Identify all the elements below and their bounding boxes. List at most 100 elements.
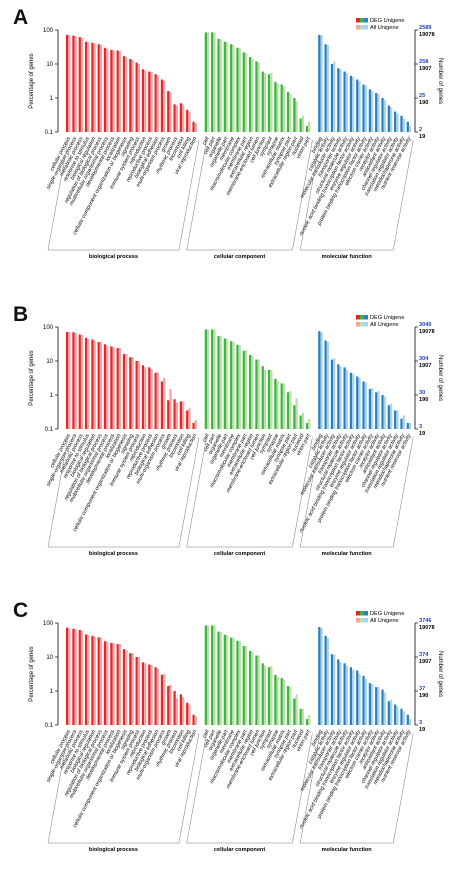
bar-deg [135,62,138,132]
bar-all [87,635,90,725]
bar-all [364,678,367,725]
right-tick-all: 1907 [419,659,431,665]
bar-deg [116,644,119,725]
bar-deg [129,59,132,132]
bar-deg [103,47,107,132]
bar-all [289,687,292,725]
bar-all [131,60,134,132]
bar-deg [167,91,170,132]
bar-all [125,650,128,725]
bar-all [320,628,323,725]
bar-deg [381,98,384,132]
bar-deg [192,423,195,429]
bar-deg [141,662,145,725]
right-tick-all: 19078 [419,32,435,38]
y-axis-right-label: Number of genes [437,58,443,104]
bar-deg [223,338,226,429]
bar-deg [103,641,107,725]
bar-all [225,339,229,429]
bar-all [301,115,305,132]
bar-deg [236,344,239,429]
right-tick-all: 19 [419,431,425,437]
bar-all [225,635,229,725]
bar-deg [261,663,264,725]
group-bracket [299,436,414,548]
bar-deg [324,44,327,133]
bar-all [308,418,311,429]
group-label: molecular function [322,551,373,557]
bar-deg [66,331,69,429]
bar-deg [280,84,283,132]
bar-deg [343,71,346,132]
bar-all [125,354,128,429]
bar-all [257,655,260,725]
bar-deg [110,49,113,132]
bar-all [213,32,216,132]
bar-deg [230,341,233,429]
bar-deg [160,381,164,429]
y-tick-label: 100 [43,28,54,34]
group-label: biological process [89,254,138,260]
right-tick-all: 19 [419,134,425,140]
bar-all [320,35,323,133]
bar-deg [78,334,81,429]
bar-all [352,76,355,132]
bar-deg [135,657,138,725]
bar-all [270,72,273,132]
bar-all [282,679,286,725]
y-tick-label: 10 [46,359,53,365]
bar-all [219,632,222,725]
right-tick-all: 190 [419,397,428,403]
bar-all [93,636,96,725]
right-tick-all: 1907 [419,66,431,72]
bar-deg [154,372,157,429]
legend-swatch [360,25,364,30]
bar-deg [267,667,271,725]
bar-deg [368,389,372,429]
bar-deg [337,68,340,132]
bar-deg [204,625,208,725]
bar-deg [242,52,245,132]
bar-deg [129,653,132,725]
bar-all [301,708,305,725]
bar-all [194,420,197,429]
bar-all [207,625,210,725]
bar-deg [305,126,309,132]
right-tick-deg: 3040 [419,322,431,328]
bar-deg [167,686,170,725]
bar-all [169,685,172,725]
legend-label: All Unigene [370,618,399,624]
bar-deg [204,32,208,132]
bar-deg [217,631,220,725]
bar-deg [337,364,340,429]
bar-all [188,408,191,429]
bar-deg [91,635,94,725]
legend-swatch [356,611,360,616]
bar-all [238,48,241,132]
right-tick-deg: 258 [419,59,428,65]
right-tick-deg: 3 [419,424,422,430]
bar-deg [173,399,176,429]
bar-all [377,94,380,132]
bar-deg [236,47,239,132]
bar-deg [387,701,390,725]
bar-all [68,332,71,429]
bar-all [320,332,323,429]
bar-deg [122,354,126,429]
bar-all [219,336,222,429]
bar-all [358,80,361,132]
right-tick-all: 190 [419,100,428,106]
bar-all [371,388,374,429]
right-tick-all: 19078 [419,625,435,631]
bar-deg [255,359,258,429]
bar-all [326,342,330,429]
bar-deg [330,359,334,429]
bar-all [163,80,166,132]
bar-all [389,699,393,725]
group-label: molecular function [322,847,373,853]
bar-all [238,345,241,429]
bar-all [106,345,109,429]
bar-all [131,357,134,429]
right-tick-all: 1907 [419,363,431,369]
